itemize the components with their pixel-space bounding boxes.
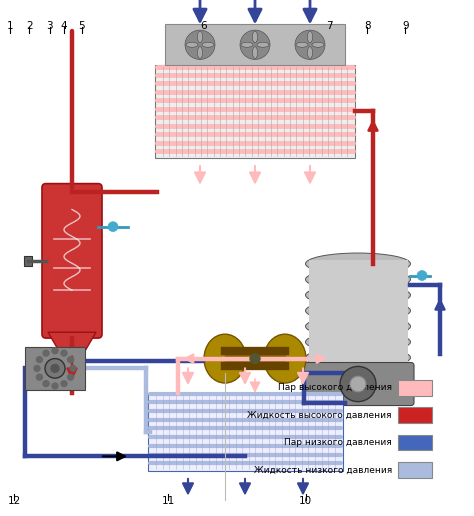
- Bar: [155, 66, 355, 158]
- Ellipse shape: [264, 334, 306, 383]
- Text: 5: 5: [78, 21, 85, 31]
- Text: 9: 9: [402, 21, 409, 31]
- Ellipse shape: [204, 334, 246, 383]
- Ellipse shape: [306, 253, 410, 275]
- Text: 8: 8: [364, 21, 371, 31]
- Circle shape: [68, 357, 73, 363]
- Ellipse shape: [296, 42, 308, 47]
- Ellipse shape: [308, 31, 312, 43]
- Text: 7: 7: [326, 21, 333, 31]
- Text: 11: 11: [162, 496, 175, 506]
- Bar: [398, 435, 432, 450]
- Bar: [398, 380, 432, 396]
- Circle shape: [108, 222, 118, 232]
- Text: 10: 10: [299, 496, 312, 506]
- Bar: [25, 347, 85, 390]
- Bar: [398, 462, 432, 478]
- Ellipse shape: [306, 331, 410, 353]
- Text: 4: 4: [61, 21, 67, 31]
- Circle shape: [295, 30, 325, 59]
- Circle shape: [68, 374, 73, 380]
- Circle shape: [350, 376, 366, 392]
- Text: 6: 6: [201, 21, 207, 31]
- Ellipse shape: [306, 316, 410, 337]
- Bar: [309, 260, 408, 365]
- Circle shape: [36, 374, 42, 380]
- Circle shape: [34, 365, 40, 372]
- Ellipse shape: [198, 31, 202, 43]
- Ellipse shape: [312, 42, 324, 47]
- Circle shape: [70, 365, 76, 372]
- FancyBboxPatch shape: [42, 184, 102, 338]
- Ellipse shape: [306, 347, 410, 368]
- Circle shape: [52, 348, 58, 353]
- Circle shape: [43, 350, 49, 356]
- Text: 3: 3: [46, 21, 53, 31]
- Circle shape: [185, 30, 215, 59]
- Text: 2: 2: [26, 21, 33, 31]
- Text: Пар высокого давления: Пар высокого давления: [278, 383, 392, 393]
- Circle shape: [43, 381, 49, 386]
- Text: 12: 12: [8, 496, 21, 506]
- Circle shape: [45, 359, 65, 378]
- FancyBboxPatch shape: [303, 363, 414, 406]
- Circle shape: [340, 366, 376, 401]
- Ellipse shape: [198, 47, 202, 58]
- Ellipse shape: [253, 47, 257, 58]
- Circle shape: [250, 353, 260, 363]
- Ellipse shape: [306, 284, 410, 306]
- Bar: [24, 256, 32, 266]
- Circle shape: [240, 30, 270, 59]
- Ellipse shape: [202, 42, 214, 47]
- Circle shape: [61, 381, 67, 386]
- Ellipse shape: [306, 300, 410, 321]
- Bar: [165, 24, 345, 66]
- Bar: [148, 393, 343, 471]
- Circle shape: [51, 364, 59, 372]
- Ellipse shape: [253, 31, 257, 43]
- Ellipse shape: [308, 47, 312, 58]
- Circle shape: [61, 350, 67, 356]
- Text: Жидкость низкого давления: Жидкость низкого давления: [254, 465, 392, 475]
- Circle shape: [36, 357, 42, 363]
- Text: Жидкость высокого давления: Жидкость высокого давления: [247, 411, 392, 420]
- Text: Пар низкого давления: Пар низкого давления: [284, 438, 392, 447]
- Bar: [398, 408, 432, 423]
- Ellipse shape: [241, 42, 253, 47]
- Polygon shape: [48, 332, 96, 373]
- Text: 1: 1: [7, 21, 14, 31]
- Ellipse shape: [186, 42, 198, 47]
- Ellipse shape: [257, 42, 269, 47]
- Circle shape: [52, 383, 58, 389]
- Ellipse shape: [306, 269, 410, 290]
- Circle shape: [417, 270, 427, 280]
